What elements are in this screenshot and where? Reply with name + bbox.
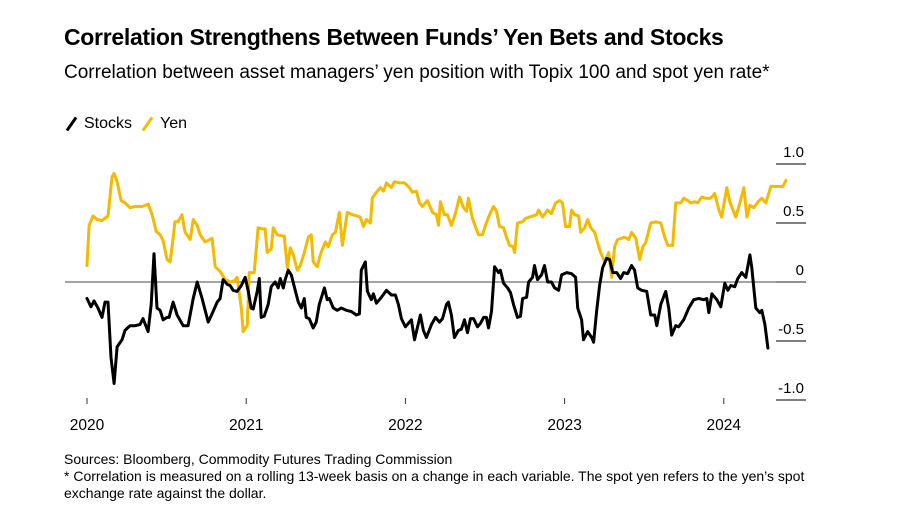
legend-label-stocks: Stocks bbox=[84, 115, 133, 132]
x-axis: 2020 2021 2022 2023 2024 bbox=[70, 398, 742, 434]
y-tick-label: 1.0 bbox=[783, 144, 804, 161]
legend: Stocks Yen bbox=[64, 115, 195, 133]
y-tick-label: -1.0 bbox=[778, 380, 804, 397]
series-line-stocks bbox=[85, 252, 770, 385]
series-line-yen bbox=[85, 171, 788, 334]
sources-note: Sources: Bloomberg, Commodity Futures Tr… bbox=[64, 451, 453, 467]
y-tick-label: -0.5 bbox=[778, 321, 804, 338]
chart-title: Correlation Strengthens Between Funds’ Y… bbox=[64, 24, 724, 50]
footnote: * Correlation is measured on a rolling 1… bbox=[64, 468, 805, 501]
series-group bbox=[85, 171, 788, 385]
legend-item-stocks: Stocks bbox=[64, 115, 132, 133]
x-tick-label: 2022 bbox=[388, 417, 422, 434]
legend-label-yen: Yen bbox=[160, 115, 188, 132]
x-tick-label: 2021 bbox=[229, 417, 263, 434]
legend-item-yen: Yen bbox=[140, 115, 187, 133]
y-axis: 1.0 0.5 0 -0.5 -1.0 bbox=[776, 144, 806, 401]
footer: Sources: Bloomberg, Commodity Futures Tr… bbox=[64, 451, 824, 502]
x-tick-label: 2024 bbox=[707, 417, 742, 434]
y-tick-label: 0.5 bbox=[783, 203, 804, 220]
x-tick-label: 2020 bbox=[70, 417, 105, 434]
x-tick-label: 2023 bbox=[547, 417, 581, 434]
y-tick-label: 0 bbox=[796, 262, 804, 279]
chart-subtitle: Correlation between asset managers’ yen … bbox=[64, 62, 770, 83]
